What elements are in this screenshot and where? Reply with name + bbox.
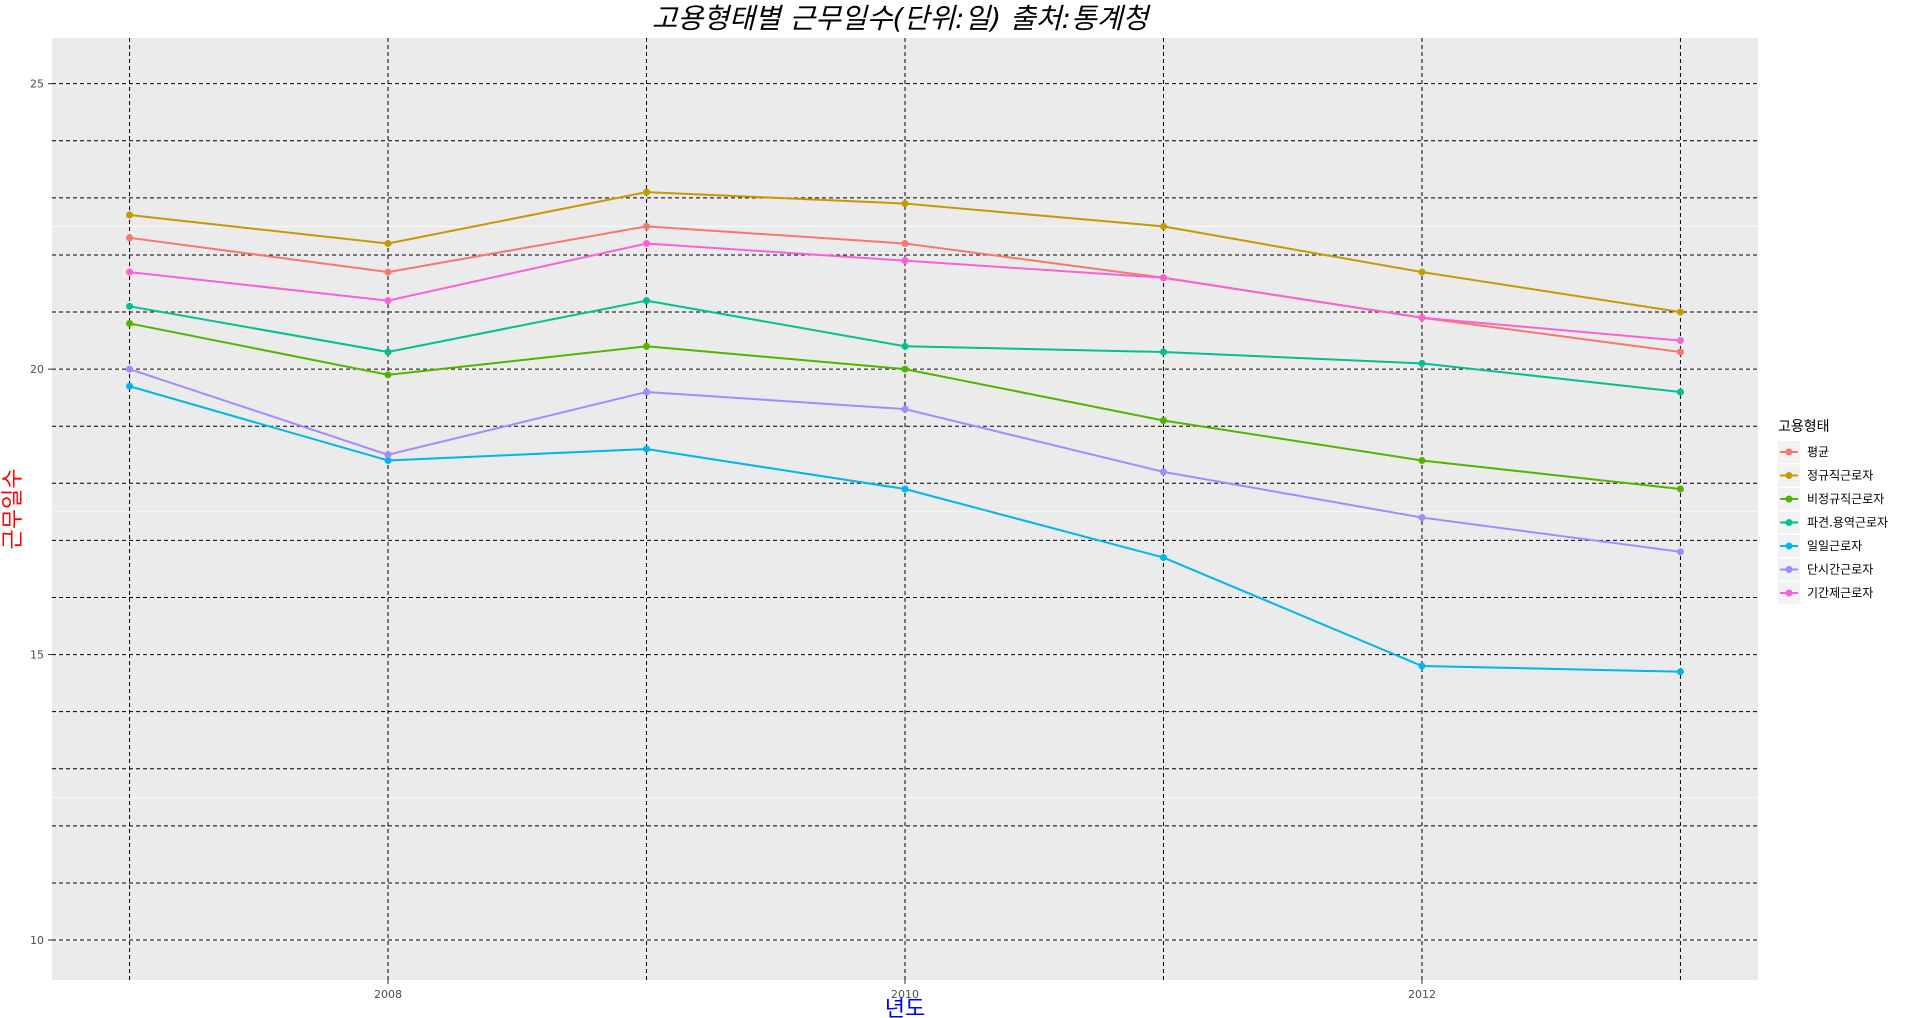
data-point (901, 485, 909, 493)
data-point (126, 319, 134, 327)
y-tick-label: 10 (30, 934, 44, 947)
y-axis-label: 근무일수 (1, 469, 26, 550)
legend-label: 비정규직근로자 (1807, 492, 1884, 506)
data-point (384, 451, 392, 459)
y-tick-label: 20 (30, 363, 44, 376)
data-point (384, 371, 392, 379)
data-point (1676, 348, 1684, 356)
data-point (901, 342, 909, 350)
data-point (1676, 548, 1684, 556)
legend-label: 평균 (1807, 445, 1829, 459)
data-point (1676, 388, 1684, 396)
data-point (643, 445, 651, 453)
data-point (1676, 485, 1684, 493)
legend-label: 파견.용역근로자 (1807, 516, 1888, 530)
data-point (643, 188, 651, 196)
data-point (384, 297, 392, 305)
data-point (384, 456, 392, 464)
data-point (1418, 268, 1426, 276)
legend: 고용형태 평균정규직근로자비정규직근로자파견.용역근로자일일근로자단시간근로자기… (1778, 419, 1888, 604)
data-point (643, 388, 651, 396)
x-tick-label: 2012 (1408, 988, 1436, 1001)
y-tick-label: 15 (30, 649, 44, 662)
data-point (1418, 456, 1426, 464)
data-point (1418, 314, 1426, 322)
y-axis: 10 15 20 25 (30, 78, 52, 947)
legend-key-point (1785, 566, 1793, 573)
legend-key-point (1785, 448, 1793, 456)
data-point (1159, 417, 1167, 425)
legend-label: 기간제근로자 (1807, 586, 1873, 600)
x-axis: 2008 2010 2012 (374, 980, 1436, 1001)
data-point (1159, 468, 1167, 476)
x-tick-label: 2010 (891, 988, 919, 1001)
data-point (126, 302, 134, 310)
data-point (1159, 274, 1167, 282)
legend-key-point (1785, 472, 1793, 479)
legend-key-point (1785, 495, 1793, 503)
data-point (126, 234, 134, 242)
x-axis-label: 년도 (885, 997, 925, 1018)
data-point (126, 211, 134, 219)
data-point (643, 342, 651, 350)
data-point (901, 365, 909, 373)
legend-key-point (1785, 589, 1793, 597)
legend-title: 고용형태 (1778, 419, 1830, 435)
data-point (901, 257, 909, 265)
data-point (384, 268, 392, 276)
data-point (126, 268, 134, 276)
data-point (1418, 514, 1426, 522)
data-point (1418, 359, 1426, 367)
data-point (384, 348, 392, 356)
legend-label: 단시간근로자 (1807, 563, 1873, 577)
legend-label: 정규직근로자 (1807, 469, 1873, 483)
chart-title: 고용형태별 근무일수(단위:일) 출처:통계청 (652, 2, 1152, 35)
legend-key-point (1785, 519, 1793, 526)
data-point (643, 297, 651, 305)
data-point (1159, 554, 1167, 562)
data-point (1418, 662, 1426, 670)
data-point (1676, 668, 1684, 676)
y-tick-label: 25 (30, 78, 44, 91)
data-point (643, 240, 651, 248)
x-tick-label: 2008 (374, 988, 402, 1001)
data-point (1676, 308, 1684, 316)
series-layer (126, 188, 1684, 676)
legend-label: 일일근로자 (1807, 539, 1862, 553)
data-point (126, 382, 134, 390)
data-point (643, 222, 651, 230)
data-point (901, 200, 909, 208)
legend-key-point (1785, 542, 1793, 550)
data-point (126, 365, 134, 373)
data-point (1159, 222, 1167, 230)
data-point (1159, 348, 1167, 356)
data-point (384, 240, 392, 248)
data-point (1676, 337, 1684, 345)
data-point (901, 405, 909, 413)
data-point (901, 240, 909, 248)
